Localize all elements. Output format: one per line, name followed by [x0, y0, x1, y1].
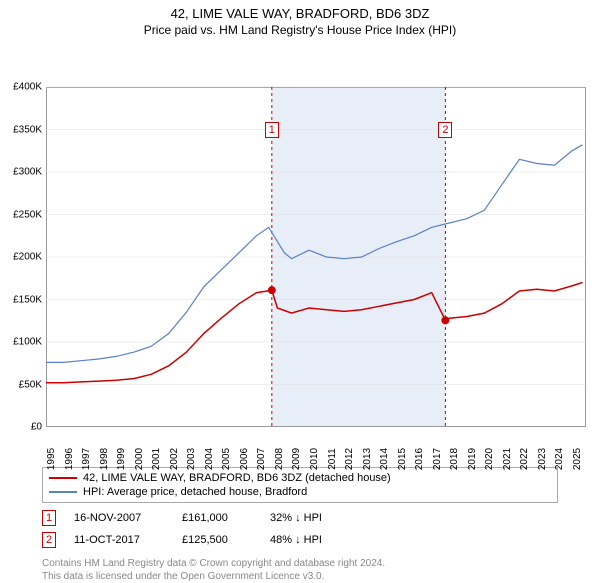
sale-marker-2: 2 — [438, 122, 452, 138]
sale-row: 1 16-NOV-2007 £161,000 32% ↓ HPI — [42, 507, 558, 529]
legend-row: HPI: Average price, detached house, Brad… — [49, 485, 551, 499]
x-axis-label: 2013 — [362, 448, 373, 470]
sale-marker-1: 1 — [265, 122, 279, 138]
legend-swatch — [49, 491, 77, 493]
x-axis-label: 2014 — [379, 448, 390, 470]
x-axis-label: 2019 — [467, 448, 478, 470]
x-axis-label: 2017 — [432, 448, 443, 470]
x-axis-label: 2011 — [327, 448, 338, 470]
x-axis-label: 1995 — [46, 448, 57, 470]
footer-note: Contains HM Land Registry data © Crown c… — [42, 557, 558, 583]
sale-price: £161,000 — [182, 512, 252, 524]
x-axis-label: 2012 — [344, 448, 355, 470]
footer-line: This data is licensed under the Open Gov… — [42, 570, 558, 583]
sale-row-marker: 2 — [42, 532, 56, 548]
sale-delta: 48% ↓ HPI — [270, 534, 360, 546]
sale-date: 11-OCT-2017 — [74, 534, 164, 546]
sales-table: 1 16-NOV-2007 £161,000 32% ↓ HPI 2 11-OCT-201… — [42, 507, 558, 551]
x-axis-label: 2023 — [537, 448, 548, 470]
series-price_paid — [46, 283, 583, 383]
x-axis-label: 2006 — [239, 448, 250, 470]
x-axis-label: 2021 — [502, 448, 513, 470]
chart-title: 42, LIME VALE WAY, BRADFORD, BD6 3DZ — [0, 0, 600, 21]
chart-area: £0£50K£100K£150K£200K£250K£300K£350K£400… — [0, 41, 600, 467]
x-axis-label: 2020 — [484, 448, 495, 470]
x-axis-label: 2002 — [169, 448, 180, 470]
x-axis-label: 2007 — [256, 448, 267, 470]
x-axis-label: 1997 — [81, 448, 92, 470]
legend: 42, LIME VALE WAY, BRADFORD, BD6 3DZ (de… — [42, 467, 558, 503]
chart-subtitle: Price paid vs. HM Land Registry's House … — [0, 21, 600, 41]
x-axis-label: 2005 — [221, 448, 232, 470]
x-axis-label: 2003 — [186, 448, 197, 470]
sale-date: 16-NOV-2007 — [74, 512, 164, 524]
x-axis-label: 2008 — [274, 448, 285, 470]
x-axis-label: 1998 — [99, 448, 110, 470]
x-axis-label: 2009 — [291, 448, 302, 470]
x-axis-label: 2001 — [151, 448, 162, 470]
legend-row: 42, LIME VALE WAY, BRADFORD, BD6 3DZ (de… — [49, 471, 551, 485]
x-axis-label: 2018 — [449, 448, 460, 470]
series-hpi — [46, 145, 583, 363]
x-axis-label: 2025 — [572, 448, 583, 470]
sale-row-marker: 1 — [42, 510, 56, 526]
x-axis-label: 2016 — [414, 448, 425, 470]
x-axis-label: 2024 — [554, 448, 565, 470]
legend-swatch — [49, 477, 77, 479]
x-axis-label: 1996 — [64, 448, 75, 470]
chart-svg — [0, 41, 596, 437]
x-axis-label: 2022 — [519, 448, 530, 470]
footer-line: Contains HM Land Registry data © Crown c… — [42, 557, 558, 570]
sale-price: £125,500 — [182, 534, 252, 546]
legend-label: HPI: Average price, detached house, Brad… — [83, 486, 307, 498]
x-axis-label: 2015 — [397, 448, 408, 470]
sale-delta: 32% ↓ HPI — [270, 512, 360, 524]
sale-row: 2 11-OCT-2017 £125,500 48% ↓ HPI — [42, 529, 558, 551]
x-axis-label: 2000 — [134, 448, 145, 470]
x-axis-label: 2004 — [204, 448, 215, 470]
x-axis-label: 1999 — [116, 448, 127, 470]
legend-label: 42, LIME VALE WAY, BRADFORD, BD6 3DZ (de… — [83, 472, 391, 484]
x-axis-label: 2010 — [309, 448, 320, 470]
